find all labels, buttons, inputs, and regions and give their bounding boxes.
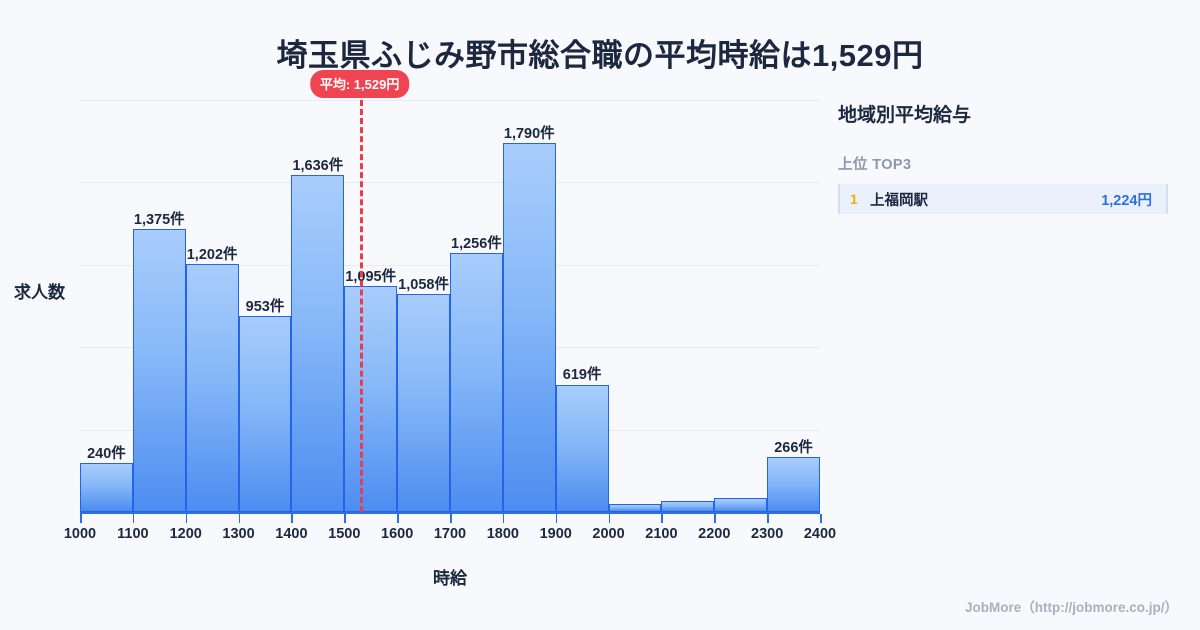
x-axis-tick-label: 1400 <box>275 526 308 542</box>
bar-value-label: 1,095件 <box>345 269 397 286</box>
histogram-bar[interactable] <box>608 503 662 512</box>
x-axis-tick <box>450 514 452 523</box>
histogram-bar[interactable] <box>291 174 345 512</box>
x-axis-tick-label: 2400 <box>803 526 837 542</box>
x-axis-tick-label: 2100 <box>645 526 678 542</box>
x-axis-tick-label: 1200 <box>169 526 202 542</box>
x-axis-tick <box>291 514 294 523</box>
x-axis-tick <box>767 514 769 523</box>
ranking-row[interactable]: 1 上福岡駅 1,224円 <box>838 184 1168 214</box>
histogram-bar[interactable] <box>661 500 715 512</box>
bar-value-label: 1,058件 <box>398 277 449 294</box>
y-axis-title: 求人数 <box>14 283 65 302</box>
bar-value-label: 1,202件 <box>186 247 238 264</box>
histogram-bar[interactable] <box>132 228 186 512</box>
x-axis-tick-label: 1700 <box>433 526 467 542</box>
x-axis-tick-label: 2300 <box>751 526 784 542</box>
x-axis-tick-label: 1600 <box>381 526 414 542</box>
x-axis-line <box>80 512 820 514</box>
average-line <box>359 100 363 512</box>
histogram-bar[interactable] <box>450 253 503 512</box>
sidebar-title: 地域別平均給与 <box>838 105 972 126</box>
x-axis-tick <box>555 514 558 523</box>
ranking-salary-value: 1,224円 <box>1101 192 1152 209</box>
x-axis-tick <box>132 514 135 523</box>
histogram-bar[interactable] <box>344 286 398 512</box>
gridline <box>80 100 820 101</box>
x-axis-tick <box>502 514 505 523</box>
ranking-position: 1 <box>850 191 858 207</box>
ranking-area-name: 上福岡駅 <box>870 192 928 209</box>
x-axis-tick-label: 1100 <box>117 526 149 542</box>
x-axis-tick-label: 1900 <box>539 526 572 542</box>
x-axis-tick-label: 1800 <box>486 526 519 542</box>
x-axis-tick-label: 1500 <box>328 526 361 542</box>
x-axis-title: 時給 <box>433 569 467 588</box>
bar-value-label: 1,636件 <box>292 157 344 174</box>
ranking-list: 1 上福岡駅 1,224円 <box>838 184 1168 214</box>
x-axis-tick <box>185 514 188 523</box>
bar-value-label: 1,375件 <box>133 211 185 228</box>
page-title: 埼玉県ふじみ野市総合職の平均時給は1,529円 <box>276 38 924 73</box>
x-axis-tick <box>238 514 241 523</box>
histogram-bar[interactable] <box>185 264 239 512</box>
histogram-bar[interactable] <box>397 294 450 512</box>
histogram-bar[interactable] <box>502 143 556 512</box>
histogram-bar[interactable] <box>80 462 133 512</box>
x-axis-tick <box>608 514 611 523</box>
bar-value-label: 1,790件 <box>503 126 555 143</box>
bar-value-label: 619件 <box>562 367 602 384</box>
average-badge: 平均: 1,529円 <box>309 70 410 98</box>
x-axis-tick <box>344 514 346 523</box>
histogram-bar[interactable] <box>767 457 820 512</box>
histogram-chart: 求人数 240件 1,375件 1,202件 953件 1,636件 1,095件 1,05… <box>0 70 836 588</box>
x-axis-tick <box>397 514 399 523</box>
x-axis-tick-label: 1300 <box>222 526 255 542</box>
x-axis-tick-label: 2000 <box>592 526 625 542</box>
sidebar-subtitle: 上位 TOP3 <box>838 157 912 173</box>
x-axis-tick <box>661 514 664 523</box>
histogram-bar[interactable] <box>555 384 609 512</box>
plot-area: 240件 1,375件 1,202件 953件 1,636件 1,095件 1,058件 1,… <box>80 100 820 512</box>
region-salary-panel: 地域別平均給与 上位 TOP3 1 上福岡駅 1,224円 <box>838 100 1168 214</box>
x-axis-tick-label: 1000 <box>63 526 97 542</box>
x-axis-tick <box>820 514 822 523</box>
x-axis-tick-label: 2200 <box>698 526 731 542</box>
gridline <box>80 182 820 184</box>
footer-watermark: JobMore（http://jobmore.co.jp/） <box>965 600 1178 615</box>
bar-value-label: 240件 <box>87 445 126 462</box>
x-axis-tick <box>80 514 82 523</box>
x-axis-tick <box>714 514 716 523</box>
histogram-bar[interactable] <box>714 497 768 512</box>
bar-value-label: 953件 <box>245 298 285 315</box>
histogram-bar[interactable] <box>238 315 292 512</box>
bar-value-label: 266件 <box>774 440 813 457</box>
bar-value-label: 1,256件 <box>451 236 502 253</box>
